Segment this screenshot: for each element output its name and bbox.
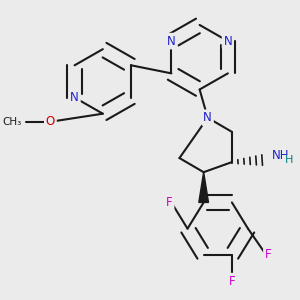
Text: F: F [229,274,235,288]
Polygon shape [199,172,208,202]
Text: O: O [46,115,55,128]
Text: F: F [166,196,173,209]
Text: CH₃: CH₃ [2,117,21,127]
Text: NH: NH [272,149,290,162]
Text: F: F [265,248,272,261]
Text: N: N [203,111,212,124]
Text: N: N [224,34,232,48]
Text: N: N [70,91,79,104]
Text: N: N [167,34,176,48]
Text: H: H [285,155,293,166]
